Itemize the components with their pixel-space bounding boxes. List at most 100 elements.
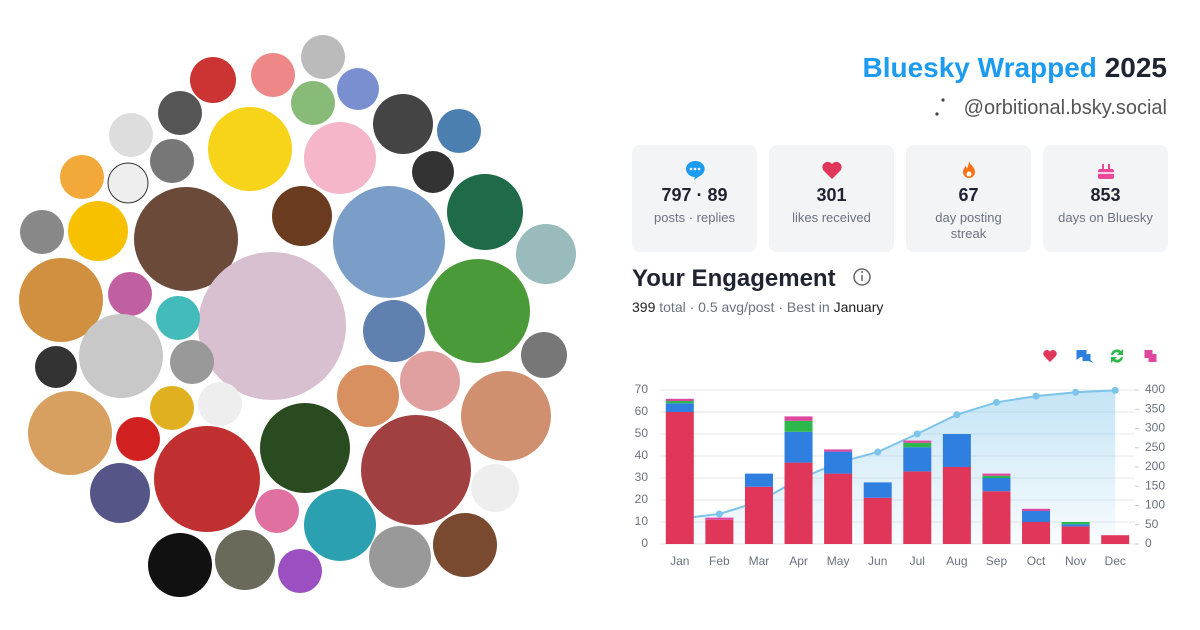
- avatar-cloud: [19, 35, 576, 597]
- bar-segment: [1061, 526, 1090, 544]
- bar-segment: [942, 467, 971, 544]
- title-year: 2025: [1105, 52, 1167, 83]
- y2-tick-label: 150: [1145, 478, 1165, 492]
- bar-segment: [903, 440, 932, 443]
- y-tick-label: 20: [635, 492, 649, 506]
- x-tick-label: Oct: [1027, 554, 1046, 568]
- x-tick-label: Aug: [946, 554, 967, 568]
- stat-value: 797 · 89: [661, 185, 728, 205]
- y-tick-label: 70: [635, 382, 649, 396]
- stat-card: 301 likes received: [769, 145, 894, 252]
- heart-icon: [821, 161, 842, 179]
- stat-label: days on Bluesky: [1058, 210, 1153, 225]
- y2-tick-label: 350: [1145, 401, 1165, 415]
- legend-icon[interactable]: [1076, 350, 1094, 363]
- x-tick-label: Jun: [868, 554, 887, 568]
- bar-segment: [824, 451, 853, 474]
- line-point: [953, 411, 961, 419]
- line-point: [874, 448, 882, 456]
- y-tick-label: 40: [635, 448, 649, 462]
- stat-label: likes received: [792, 210, 871, 225]
- bar-segment: [824, 449, 853, 452]
- y2-tick-label: 400: [1145, 382, 1165, 396]
- y-tick-label: 10: [635, 514, 649, 528]
- bar-segment: [903, 447, 932, 472]
- bar-segment: [903, 442, 932, 448]
- stat-label: posts · replies: [654, 210, 735, 225]
- line-point: [992, 398, 1000, 406]
- x-tick-label: Feb: [709, 554, 730, 568]
- x-tick-label: Mar: [749, 554, 770, 568]
- y-tick-label: 30: [635, 470, 649, 484]
- info-icon[interactable]: [853, 268, 871, 286]
- stat-value: 853: [1090, 185, 1121, 205]
- flame-icon: [962, 161, 975, 178]
- bar-segment: [1022, 522, 1051, 544]
- bar-segment: [1101, 535, 1130, 544]
- engagement-chart: 0 10 20 30 40 50 60 70 0 50 100 150 200 250 300 350 400 J…: [635, 349, 1165, 568]
- bar-segment: [982, 491, 1011, 544]
- bar-segment: [824, 473, 853, 544]
- stat-card: 853 days on Bluesky: [1043, 145, 1168, 252]
- bar-segment: [863, 497, 892, 544]
- chat-icon: [685, 160, 705, 180]
- engagement-summary: 399 total · 0.5 avg/post · Best in Janua…: [632, 299, 883, 315]
- x-tick-label: Jul: [910, 554, 925, 568]
- bar-segment: [784, 462, 813, 544]
- bar-segment: [665, 412, 694, 544]
- y2-tick-label: 300: [1145, 421, 1165, 435]
- bar-segment: [863, 482, 892, 498]
- y2-tick-label: 50: [1145, 517, 1159, 531]
- y-tick-label: 0: [641, 536, 648, 550]
- x-tick-label: Jan: [670, 554, 689, 568]
- bar-segment: [1061, 524, 1090, 527]
- y-tick-label: 50: [635, 426, 649, 440]
- stat-label: day posting streak: [935, 210, 1002, 241]
- stat-card: 67 day posting streak: [906, 145, 1031, 252]
- y2-tick-label: 0: [1145, 536, 1152, 550]
- handle: @orbitional.bsky.social: [964, 97, 1167, 119]
- y2-tick-label: 200: [1145, 459, 1165, 473]
- legend-icon[interactable]: [1144, 350, 1157, 362]
- bar-segment: [982, 475, 1011, 478]
- summary: total · 0.5 avg/post · Best in: [659, 299, 829, 315]
- cake-icon: [1097, 164, 1114, 179]
- bar-segment: [982, 478, 1011, 492]
- line-point: [913, 430, 921, 438]
- bar-segment: [665, 401, 694, 404]
- bar-segment: [705, 517, 734, 520]
- bar-segment: [942, 434, 971, 467]
- bar-segment: [784, 416, 813, 421]
- sparkle-icon: [935, 98, 945, 116]
- bar-segment: [903, 471, 932, 544]
- bar-segment: [982, 473, 1011, 476]
- bar-segment: [744, 473, 773, 487]
- stat-card: 797 · 89 posts · replies: [632, 145, 757, 252]
- line-point: [1111, 386, 1119, 394]
- x-tick-label: Sep: [986, 554, 1008, 568]
- x-tick-label: Dec: [1105, 554, 1126, 568]
- bar-segment: [784, 431, 813, 463]
- line-point: [715, 510, 723, 518]
- best-month: January: [834, 299, 884, 315]
- line-point: [1032, 392, 1040, 400]
- title: Bluesky Wrapped 2025: [862, 52, 1167, 83]
- bar-segment: [784, 420, 813, 432]
- bar-segment: [665, 403, 694, 412]
- y2-tick-label: 250: [1145, 440, 1165, 454]
- total: 399: [632, 299, 656, 315]
- bar-segment: [1022, 511, 1051, 522]
- legend-icon[interactable]: [1111, 349, 1123, 363]
- bar-segment: [1022, 508, 1051, 511]
- legend-icon[interactable]: [1043, 350, 1057, 362]
- x-tick-label: Apr: [789, 554, 808, 568]
- bar-segment: [1061, 522, 1090, 525]
- bar-segment: [705, 519, 734, 544]
- line-point: [1072, 388, 1080, 396]
- y2-tick-label: 100: [1145, 498, 1165, 512]
- section-title: Your Engagement: [632, 265, 836, 292]
- x-tick-label: May: [827, 554, 850, 568]
- y-tick-label: 60: [635, 404, 649, 418]
